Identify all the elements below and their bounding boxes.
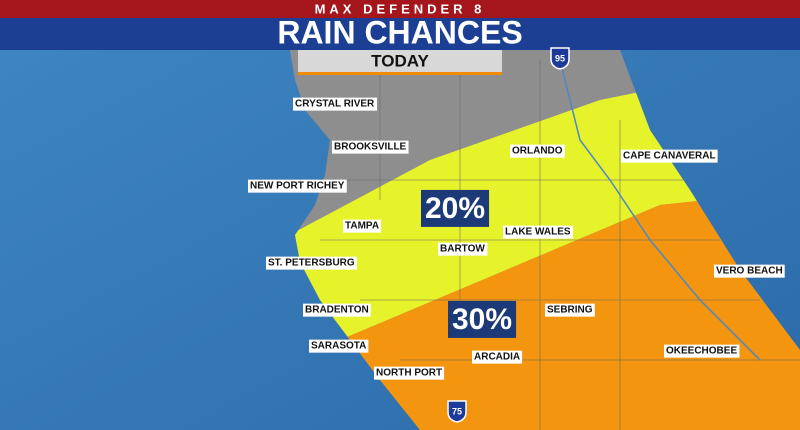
city-label-box bbox=[714, 264, 785, 278]
subtitle: TODAY bbox=[371, 51, 429, 70]
city-label: BARTOW bbox=[440, 244, 485, 255]
river bbox=[559, 59, 761, 361]
city-label: NEW PORT RICHEY bbox=[250, 181, 345, 192]
zone-label-box bbox=[421, 189, 490, 227]
highway-shield bbox=[550, 47, 570, 70]
city-label-box bbox=[621, 149, 718, 163]
city-label: CRYSTAL RIVER bbox=[295, 99, 375, 110]
brand-bar bbox=[0, 0, 800, 18]
city-label-box bbox=[374, 366, 445, 380]
highway-shield bbox=[447, 400, 467, 423]
city-label-box bbox=[303, 303, 371, 317]
city-label: SEBRING bbox=[547, 305, 593, 316]
city-label-box bbox=[248, 179, 347, 193]
city-label-box bbox=[664, 344, 740, 358]
zone-label-box bbox=[448, 300, 517, 338]
city-label-box bbox=[332, 140, 409, 154]
city-label: NORTH PORT bbox=[376, 368, 442, 379]
brand: MAX DEFENDER 8 bbox=[315, 1, 486, 16]
zone-label: 20% bbox=[425, 192, 485, 225]
city-label-box bbox=[545, 303, 595, 317]
city-label-box bbox=[510, 144, 565, 158]
city-label-box bbox=[472, 350, 523, 364]
city-label-box bbox=[503, 225, 573, 239]
labels: CRYSTAL RIVER BROOKSVILLE NEW PORT RICHEY T… bbox=[248, 47, 785, 423]
city-label: BROOKSVILLE bbox=[334, 142, 407, 153]
city-label: ORLANDO bbox=[512, 146, 563, 157]
city-label: TAMPA bbox=[345, 221, 379, 232]
city-label: ARCADIA bbox=[474, 352, 520, 363]
city-label: SARASOTA bbox=[311, 341, 366, 352]
city-label: OKEECHOBEE bbox=[666, 346, 737, 357]
city-label-box bbox=[438, 242, 488, 256]
city-label: VERO BEACH bbox=[716, 266, 783, 277]
title: RAIN CHANCES bbox=[277, 14, 522, 50]
subtitle-underline bbox=[298, 72, 502, 75]
city-label: LAKE WALES bbox=[505, 227, 571, 238]
subtitle-box bbox=[298, 50, 502, 72]
highway-number: 95 bbox=[555, 53, 565, 63]
city-label: ST. PETERSBURG bbox=[268, 258, 355, 269]
zone-label: 30% bbox=[452, 303, 512, 336]
city-label-box bbox=[309, 339, 369, 353]
city-label-box bbox=[343, 219, 382, 233]
city-label-box bbox=[293, 97, 378, 111]
city-label: BRADENTON bbox=[305, 305, 369, 316]
city-label-box bbox=[266, 256, 357, 270]
title-bar bbox=[0, 18, 800, 50]
highway-number: 75 bbox=[452, 406, 462, 416]
city-label: CAPE CANAVERAL bbox=[623, 151, 716, 162]
